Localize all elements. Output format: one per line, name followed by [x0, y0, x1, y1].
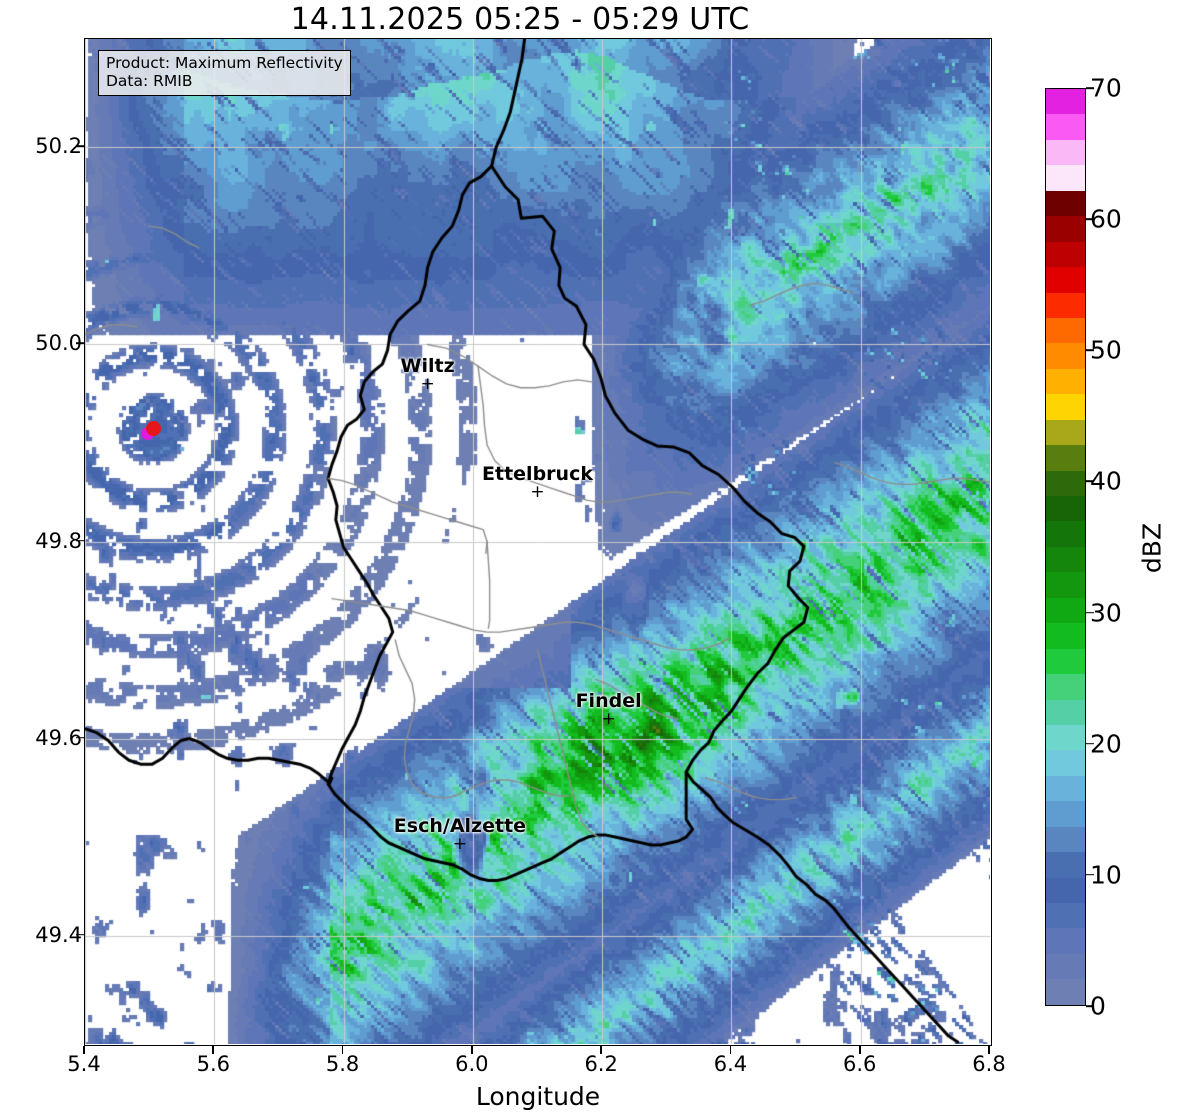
- colorbar-band: [1046, 368, 1085, 395]
- colorbar-band: [1046, 394, 1085, 420]
- y-axis-tickmark: [76, 539, 84, 542]
- colorbar-label: dBZ: [1137, 522, 1167, 574]
- y-axis-tickmark: [76, 933, 84, 936]
- colorbar-tick-label: 20: [1090, 729, 1122, 759]
- info-data-line: Data: RMIB: [106, 72, 193, 91]
- colorbar-tickmark: [1086, 742, 1094, 745]
- colorbar-tick-label: 40: [1090, 466, 1122, 496]
- x-axis-tickmark: [341, 1046, 344, 1054]
- x-axis-tick-label: 6.2: [584, 1052, 618, 1076]
- country-border-layer: [85, 39, 990, 1044]
- colorbar-tick-label: 10: [1090, 860, 1122, 890]
- x-axis-tick-label: 6.0: [455, 1052, 489, 1076]
- y-axis-tickmark: [76, 145, 84, 148]
- x-axis-tick-label: 5.6: [196, 1052, 230, 1076]
- colorbar-band: [1046, 496, 1085, 522]
- colorbar-band: [1046, 674, 1085, 700]
- colorbar-band: [1046, 521, 1085, 547]
- x-axis-tick-label: 6.4: [713, 1052, 748, 1076]
- x-axis-tickmark: [858, 1046, 861, 1054]
- colorbar-band: [1046, 979, 1085, 1005]
- x-axis-tickmark: [729, 1046, 732, 1054]
- colorbar-band: [1046, 724, 1085, 751]
- x-axis-tickmark: [471, 1046, 473, 1054]
- y-axis-tick-label: 50.2: [35, 134, 82, 159]
- colorbar-band: [1046, 317, 1085, 344]
- colorbar-band: [1046, 190, 1085, 217]
- colorbar-band: [1046, 114, 1085, 140]
- colorbar-tick-label: 30: [1090, 598, 1122, 628]
- colorbar-band: [1046, 139, 1085, 166]
- x-axis-tickmark: [83, 1046, 85, 1054]
- y-axis-tick-label: 50.0: [35, 331, 82, 356]
- x-axis-tickmark: [988, 1046, 990, 1054]
- colorbar-tick-label: 0: [1090, 991, 1106, 1021]
- colorbar-band: [1046, 928, 1085, 954]
- colorbar-band: [1046, 546, 1085, 573]
- colorbar-tickmark: [1086, 611, 1094, 614]
- page-title: 14.11.2025 05:25 - 05:29 UTC: [290, 2, 750, 37]
- colorbar-band: [1046, 216, 1085, 242]
- x-axis-label: Longitude: [475, 1082, 601, 1111]
- colorbar-band: [1046, 241, 1085, 268]
- colorbar-band: [1046, 877, 1085, 903]
- colorbar-band: [1046, 826, 1085, 853]
- colorbar-tickmark: [1086, 87, 1094, 89]
- product-info-box: Product: Maximum Reflectivity Data: RMIB: [98, 50, 351, 96]
- colorbar-tickmark: [1086, 349, 1094, 352]
- colorbar-tick-label: 70: [1090, 73, 1122, 103]
- colorbar-band: [1046, 801, 1085, 827]
- x-axis-tick-label: 6.8: [972, 1052, 1006, 1076]
- colorbar-tickmark: [1086, 480, 1094, 483]
- colorbar-band: [1046, 470, 1085, 496]
- colorbar-band: [1046, 750, 1085, 776]
- colorbar-band: [1046, 267, 1085, 293]
- colorbar-band: [1046, 445, 1085, 471]
- colorbar-band: [1046, 419, 1085, 446]
- x-axis-tick-label: 5.8: [325, 1052, 360, 1076]
- colorbar-band: [1046, 89, 1085, 115]
- info-product-line: Product: Maximum Reflectivity: [106, 54, 343, 72]
- y-axis-tick-label: 49.4: [35, 922, 82, 947]
- colorbar: [1045, 88, 1086, 1006]
- colorbar-tick-label: 60: [1090, 204, 1122, 234]
- colorbar-tickmark: [1086, 1005, 1094, 1007]
- y-axis-tickmark: [76, 736, 84, 739]
- colorbar-tickmark: [1086, 218, 1094, 220]
- x-axis-tickmark: [600, 1046, 602, 1054]
- colorbar-tickmark: [1086, 874, 1094, 876]
- x-axis-tick-label: 6.6: [843, 1052, 877, 1076]
- colorbar-tick-label: 50: [1090, 335, 1122, 365]
- radar-site-dot: [145, 421, 161, 437]
- colorbar-band: [1046, 343, 1085, 369]
- radar-plot-area: Product: Maximum Reflectivity Data: RMIB…: [84, 38, 992, 1046]
- colorbar-band: [1046, 852, 1085, 878]
- colorbar-band: [1046, 953, 1085, 980]
- y-axis-tickmark: [76, 342, 84, 345]
- colorbar-band: [1046, 572, 1085, 598]
- colorbar-band: [1046, 699, 1085, 725]
- colorbar-band: [1046, 292, 1085, 318]
- colorbar-band: [1046, 597, 1085, 624]
- y-axis-tick-label: 49.6: [35, 725, 82, 750]
- x-axis-tick-label: 5.4: [67, 1052, 101, 1076]
- colorbar-band: [1046, 903, 1085, 929]
- colorbar-band: [1046, 775, 1085, 802]
- x-axis-tickmark: [212, 1046, 215, 1054]
- colorbar-band: [1046, 165, 1085, 191]
- y-axis-tick-label: 49.8: [35, 528, 82, 553]
- colorbar-band: [1046, 623, 1085, 649]
- colorbar-band: [1046, 648, 1085, 675]
- y-axis-label: Latitude: [0, 508, 3, 612]
